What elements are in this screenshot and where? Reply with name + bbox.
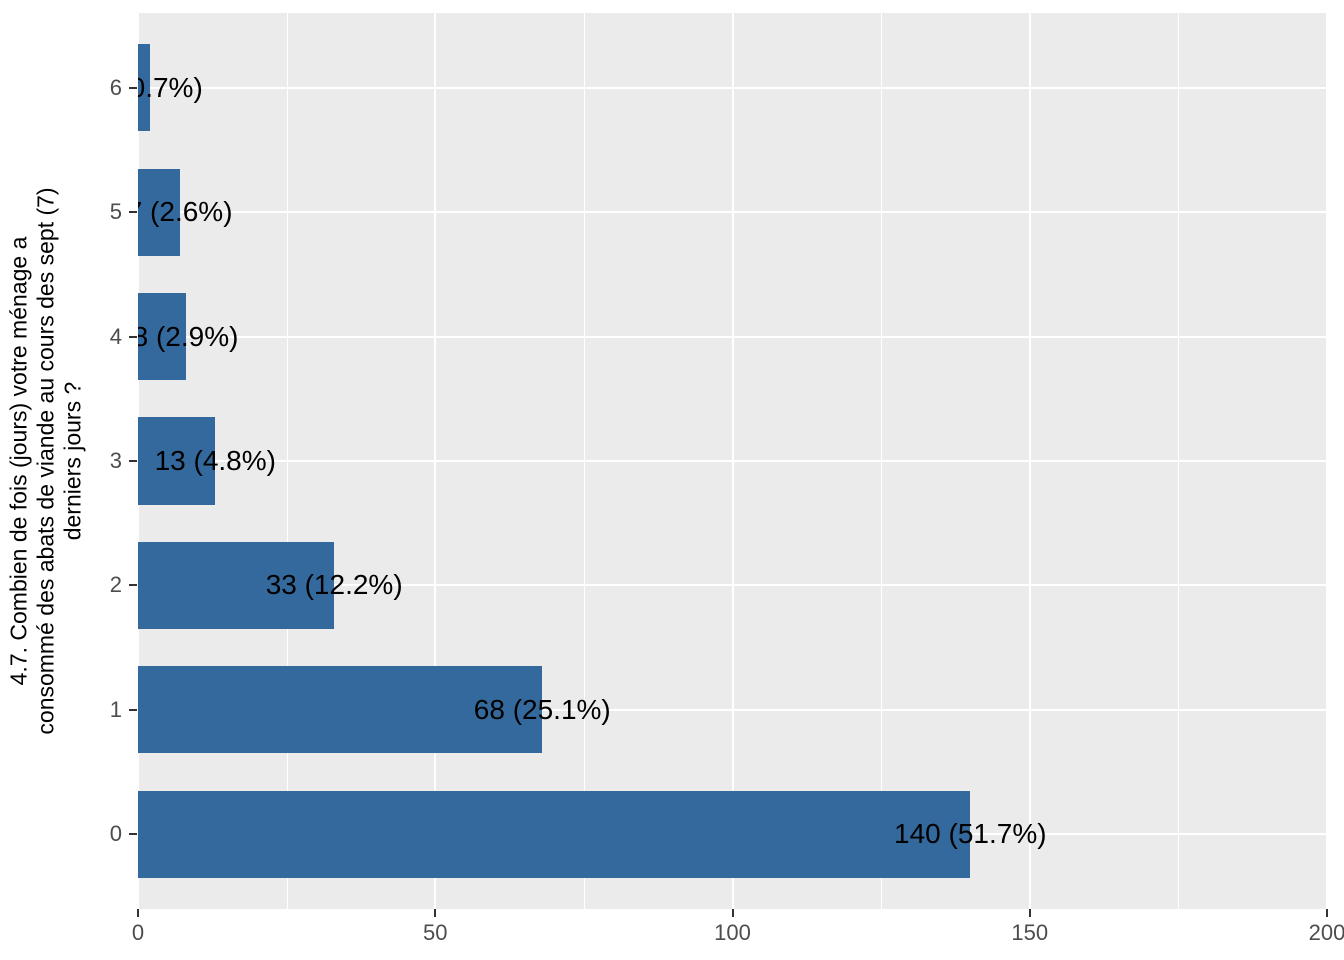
x-tick-mark bbox=[1326, 909, 1328, 917]
y-tick-mark bbox=[129, 86, 137, 89]
bar-category-5 bbox=[138, 168, 180, 256]
y-tick-label: 0 bbox=[109, 821, 122, 847]
y-tick-mark bbox=[129, 708, 137, 711]
bar-category-4 bbox=[138, 293, 186, 381]
category-gridline bbox=[138, 708, 1327, 711]
y-tick-label: 1 bbox=[109, 696, 122, 722]
category-gridline bbox=[138, 460, 1327, 462]
x-tick-label: 150 bbox=[1011, 920, 1049, 945]
y-tick-label: 2 bbox=[109, 572, 122, 598]
x-tick-mark bbox=[1028, 909, 1031, 917]
bar-category-2 bbox=[138, 541, 335, 629]
x-tick-label: 0 bbox=[131, 920, 145, 945]
x-tick-mark bbox=[731, 909, 734, 917]
x-axis: 0 50 100 150 200 bbox=[132, 909, 1344, 960]
category-gridline bbox=[138, 211, 1327, 214]
x-tick-label: 200 bbox=[1308, 920, 1344, 945]
y-tick-mark bbox=[129, 335, 137, 338]
bar-value-label: 8 (2.9%) bbox=[138, 320, 239, 352]
bar-value-label: 68 (25.1%) bbox=[473, 693, 611, 725]
bar-category-1 bbox=[138, 666, 543, 754]
bar-value-label: 13 (4.8%) bbox=[154, 445, 276, 476]
x-tick-label: 50 bbox=[423, 920, 448, 945]
category-gridline bbox=[138, 335, 1327, 338]
bar-category-6 bbox=[138, 44, 150, 132]
bar-category-0 bbox=[138, 790, 971, 878]
y-tick-label: 4 bbox=[109, 323, 122, 349]
bar-value-label: 2 (0.7%) bbox=[138, 71, 203, 103]
y-tick-mark bbox=[129, 460, 137, 462]
y-tick-label: 5 bbox=[109, 199, 122, 225]
y-tick-mark bbox=[129, 211, 137, 214]
category-gridline bbox=[138, 584, 1327, 587]
x-tick-mark bbox=[434, 909, 437, 917]
category-gridline bbox=[138, 86, 1327, 89]
y-tick-label: 3 bbox=[109, 448, 122, 473]
plot-panel: 2 (0.7%) 7 (2.6%) 8 (2.9%) 13 (4.8%) 33 (12.… bbox=[138, 13, 1327, 909]
bar-value-label: 33 (12.2%) bbox=[265, 569, 403, 601]
bar-category-3 bbox=[138, 417, 216, 505]
y-tick-mark bbox=[129, 584, 137, 587]
x-tick-label: 100 bbox=[714, 920, 751, 945]
y-axis: 6 5 4 3 2 1 0 bbox=[0, 13, 138, 909]
y-tick-label: 6 bbox=[109, 74, 122, 100]
bar-value-label: 140 (51.7%) bbox=[894, 818, 1047, 850]
x-tick-mark bbox=[137, 909, 139, 917]
bar-value-label: 7 (2.6%) bbox=[138, 196, 233, 228]
y-tick-mark bbox=[129, 833, 137, 836]
